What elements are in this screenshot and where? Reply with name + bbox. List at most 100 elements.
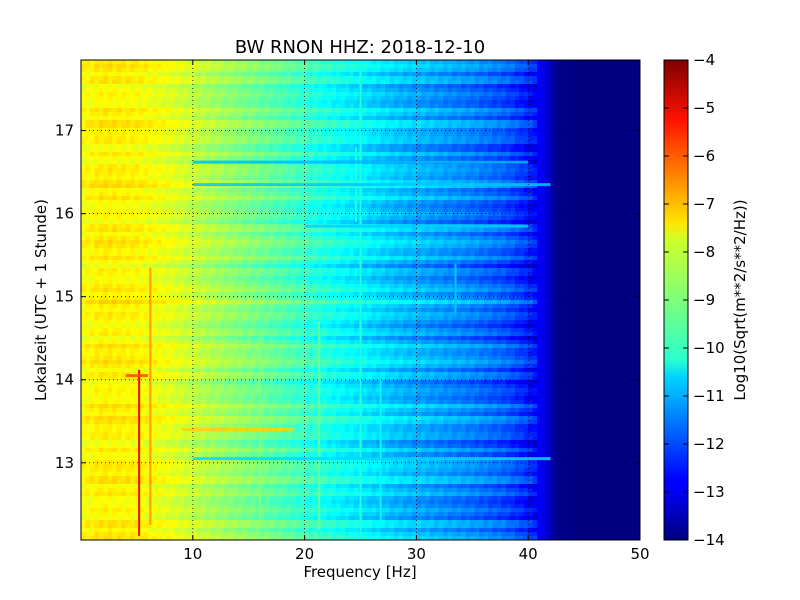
heatmap-cell — [376, 192, 381, 197]
heatmap-cell — [421, 168, 426, 173]
heatmap-cell — [99, 196, 104, 201]
heatmap-cell — [604, 204, 609, 209]
heatmap-cell — [577, 164, 582, 169]
heatmap-cell — [568, 172, 573, 177]
heatmap-cell — [591, 164, 596, 169]
heatmap-cell — [448, 76, 453, 81]
heatmap-cell — [421, 200, 426, 205]
heatmap-cell — [121, 100, 126, 105]
heatmap-cell — [139, 192, 144, 197]
heatmap-cell — [479, 120, 484, 125]
heatmap-cell — [609, 196, 614, 201]
heatmap-cell — [515, 148, 520, 153]
heatmap-cell — [327, 152, 332, 157]
heatmap-cell — [555, 172, 560, 177]
heatmap-cell — [206, 104, 211, 109]
heatmap-cell — [309, 176, 314, 181]
heatmap-cell — [345, 108, 350, 113]
heatmap-cell — [528, 120, 533, 125]
heatmap-cell — [506, 144, 511, 149]
heatmap-cell — [269, 208, 274, 213]
heatmap-cell — [582, 104, 587, 109]
heatmap-cell — [287, 84, 292, 89]
heatmap-cell — [331, 144, 336, 149]
heatmap-cell — [443, 148, 448, 153]
heatmap-cell — [130, 128, 135, 133]
heatmap-cell — [153, 168, 158, 173]
heatmap-cell — [443, 64, 448, 69]
heatmap-cell — [179, 160, 184, 165]
heatmap-cell — [135, 80, 140, 85]
heatmap-cell — [81, 212, 86, 217]
heatmap-cell — [528, 92, 533, 97]
heatmap-cell — [613, 84, 618, 89]
heatmap-cell — [340, 176, 345, 181]
heatmap-cell — [282, 216, 287, 221]
heatmap-cell — [591, 80, 596, 85]
heatmap-cell — [582, 108, 587, 113]
heatmap-cell — [90, 100, 95, 105]
heatmap-cell — [246, 176, 251, 181]
heatmap-cell — [99, 176, 104, 181]
heatmap-cell — [501, 204, 506, 209]
heatmap-cell — [162, 80, 167, 85]
heatmap-cell — [533, 196, 538, 201]
heatmap-cell — [314, 80, 319, 85]
heatmap-cell — [537, 208, 542, 213]
heatmap-cell — [229, 216, 234, 221]
heatmap-cell — [403, 176, 408, 181]
heatmap-cell — [269, 84, 274, 89]
heatmap-cell — [139, 136, 144, 141]
heatmap-cell — [103, 120, 108, 125]
heatmap-cell — [135, 200, 140, 205]
heatmap-cell — [403, 96, 408, 101]
heatmap-cell — [443, 192, 448, 197]
heatmap-cell — [264, 96, 269, 101]
heatmap-cell — [135, 208, 140, 213]
heatmap-cell — [255, 100, 260, 105]
heatmap-cell — [215, 72, 220, 77]
heatmap-cell — [586, 84, 591, 89]
heatmap-cell — [515, 212, 520, 217]
heatmap-cell — [130, 196, 135, 201]
heatmap-cell — [287, 116, 292, 121]
heatmap-cell — [604, 172, 609, 177]
heatmap-cell — [457, 168, 462, 173]
heatmap-cell — [121, 168, 126, 173]
heatmap-cell — [399, 120, 404, 125]
heatmap-cell — [282, 172, 287, 177]
heatmap-cell — [269, 164, 274, 169]
heatmap-cell — [349, 136, 354, 141]
heatmap-cell — [407, 88, 412, 93]
heatmap-cell — [457, 144, 462, 149]
heatmap-cell — [533, 116, 538, 121]
heatmap-cell — [139, 120, 144, 125]
heatmap-cell — [376, 100, 381, 105]
heatmap-cell — [206, 212, 211, 217]
heatmap-cell — [609, 116, 614, 121]
heatmap-cell — [184, 64, 189, 69]
heatmap-cell — [166, 172, 171, 177]
heatmap-cell — [340, 96, 345, 101]
heatmap-cell — [434, 156, 439, 161]
heatmap-cell — [242, 156, 247, 161]
heatmap-cell — [273, 136, 278, 141]
heatmap-cell — [273, 200, 278, 205]
heatmap-cell — [564, 132, 569, 137]
heatmap-cell — [533, 208, 538, 213]
heatmap-cell — [582, 184, 587, 189]
heatmap-cell — [126, 184, 131, 189]
heatmap-cell — [448, 144, 453, 149]
heatmap-cell — [519, 76, 524, 81]
heatmap-cell — [269, 116, 274, 121]
heatmap-cell — [586, 116, 591, 121]
heatmap-cell — [309, 152, 314, 157]
heatmap-cell — [327, 132, 332, 137]
heatmap-cell — [425, 140, 430, 145]
heatmap-cell — [488, 100, 493, 105]
heatmap-cell — [421, 176, 426, 181]
heatmap-cell — [193, 200, 198, 205]
heatmap-cell — [309, 64, 314, 69]
heatmap-cell — [600, 100, 605, 105]
heatmap-cell — [542, 200, 547, 205]
